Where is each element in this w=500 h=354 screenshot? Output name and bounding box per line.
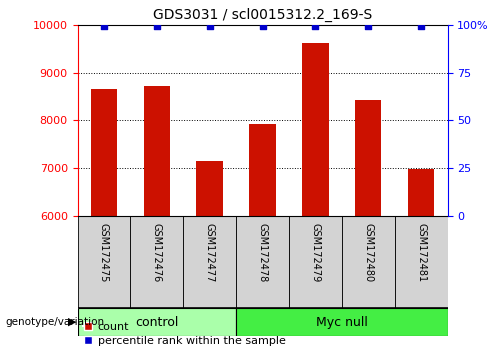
Text: GSM172479: GSM172479	[310, 223, 320, 282]
Bar	[394, 216, 448, 308]
Bar	[408, 169, 434, 216]
Bar	[302, 43, 328, 216]
Point	[364, 23, 372, 29]
Bar	[236, 216, 289, 308]
Legend: count, percentile rank within the sample: count, percentile rank within the sample	[83, 322, 286, 346]
Point	[258, 23, 266, 29]
Bar	[355, 100, 382, 216]
Text: ▶: ▶	[68, 317, 76, 327]
Point	[312, 23, 320, 29]
Text: GSM172478: GSM172478	[258, 223, 268, 282]
Bar	[342, 216, 394, 308]
Point	[417, 23, 425, 29]
Bar	[130, 216, 183, 308]
Text: GSM172475: GSM172475	[99, 223, 109, 283]
Bar	[144, 86, 170, 216]
Point	[100, 23, 108, 29]
Text: control: control	[135, 316, 178, 329]
Text: Myc null: Myc null	[316, 316, 368, 329]
Bar	[78, 216, 130, 308]
Point	[153, 23, 161, 29]
Text: GSM172481: GSM172481	[416, 223, 426, 282]
Bar	[78, 308, 236, 336]
Bar	[196, 161, 223, 216]
Bar	[250, 124, 276, 216]
Text: GSM172476: GSM172476	[152, 223, 162, 282]
Text: genotype/variation: genotype/variation	[5, 317, 104, 327]
Point	[206, 23, 214, 29]
Bar	[236, 308, 448, 336]
Title: GDS3031 / scl0015312.2_169-S: GDS3031 / scl0015312.2_169-S	[153, 8, 372, 22]
Text: GSM172480: GSM172480	[363, 223, 373, 282]
Text: GSM172477: GSM172477	[204, 223, 214, 283]
Bar	[90, 89, 117, 216]
Bar	[289, 216, 342, 308]
Bar	[183, 216, 236, 308]
